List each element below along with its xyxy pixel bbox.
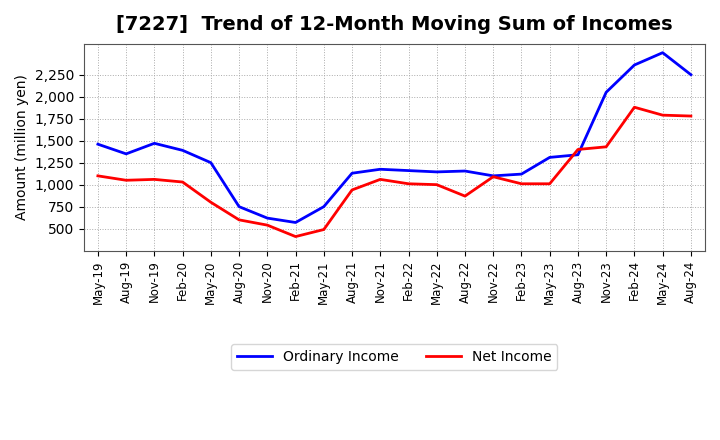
Ordinary Income [263, 216, 271, 221]
Net Income [94, 173, 102, 179]
Net Income [320, 227, 328, 232]
Ordinary Income [150, 141, 158, 146]
Net Income [517, 181, 526, 187]
Net Income [122, 178, 130, 183]
Ordinary Income [461, 169, 469, 174]
Net Income [574, 147, 582, 152]
Ordinary Income [94, 142, 102, 147]
Y-axis label: Amount (million yen): Amount (million yen) [15, 74, 29, 220]
Net Income [602, 144, 611, 150]
Line: Net Income: Net Income [98, 107, 691, 237]
Title: [7227]  Trend of 12-Month Moving Sum of Incomes: [7227] Trend of 12-Month Moving Sum of I… [116, 15, 672, 34]
Net Income [658, 113, 667, 118]
Net Income [263, 223, 271, 228]
Net Income [404, 181, 413, 187]
Ordinary Income [574, 152, 582, 158]
Net Income [376, 177, 384, 182]
Ordinary Income [517, 172, 526, 177]
Ordinary Income [687, 72, 696, 77]
Net Income [545, 181, 554, 187]
Ordinary Income [376, 167, 384, 172]
Net Income [489, 174, 498, 180]
Ordinary Income [320, 204, 328, 209]
Net Income [150, 177, 158, 182]
Ordinary Income [207, 160, 215, 165]
Ordinary Income [489, 173, 498, 179]
Net Income [291, 234, 300, 239]
Ordinary Income [630, 62, 639, 68]
Net Income [433, 182, 441, 187]
Ordinary Income [545, 155, 554, 160]
Ordinary Income [122, 151, 130, 157]
Net Income [687, 114, 696, 119]
Net Income [235, 217, 243, 223]
Ordinary Income [404, 168, 413, 173]
Net Income [461, 194, 469, 199]
Line: Ordinary Income: Ordinary Income [98, 53, 691, 223]
Ordinary Income [235, 204, 243, 209]
Ordinary Income [291, 220, 300, 225]
Net Income [348, 187, 356, 193]
Net Income [630, 105, 639, 110]
Ordinary Income [179, 148, 187, 153]
Net Income [179, 180, 187, 185]
Ordinary Income [433, 169, 441, 175]
Legend: Ordinary Income, Net Income: Ordinary Income, Net Income [231, 345, 557, 370]
Net Income [207, 200, 215, 205]
Ordinary Income [602, 90, 611, 95]
Ordinary Income [658, 50, 667, 55]
Ordinary Income [348, 171, 356, 176]
